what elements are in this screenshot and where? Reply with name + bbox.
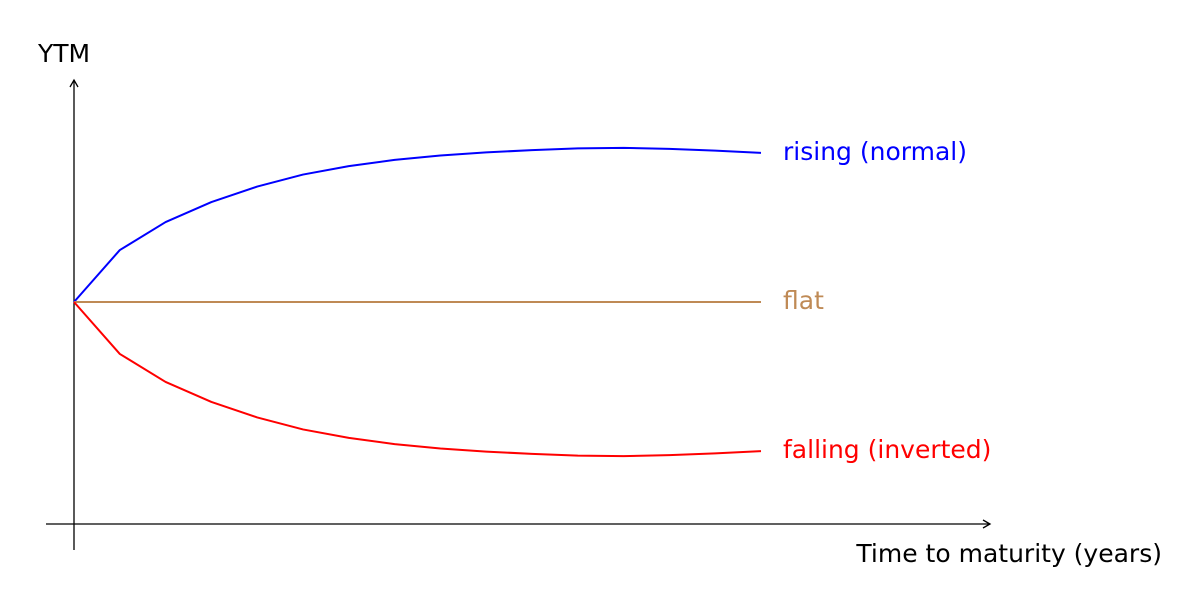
curve (73, 146, 762, 303)
series-label: rising (normal) (783, 137, 967, 166)
x-axis-label: Time to maturity (years) (855, 539, 1162, 568)
series-label: flat (783, 286, 824, 315)
series-label: falling (inverted) (783, 435, 991, 464)
curve (73, 301, 762, 458)
y-axis-label: YTM (37, 39, 90, 68)
